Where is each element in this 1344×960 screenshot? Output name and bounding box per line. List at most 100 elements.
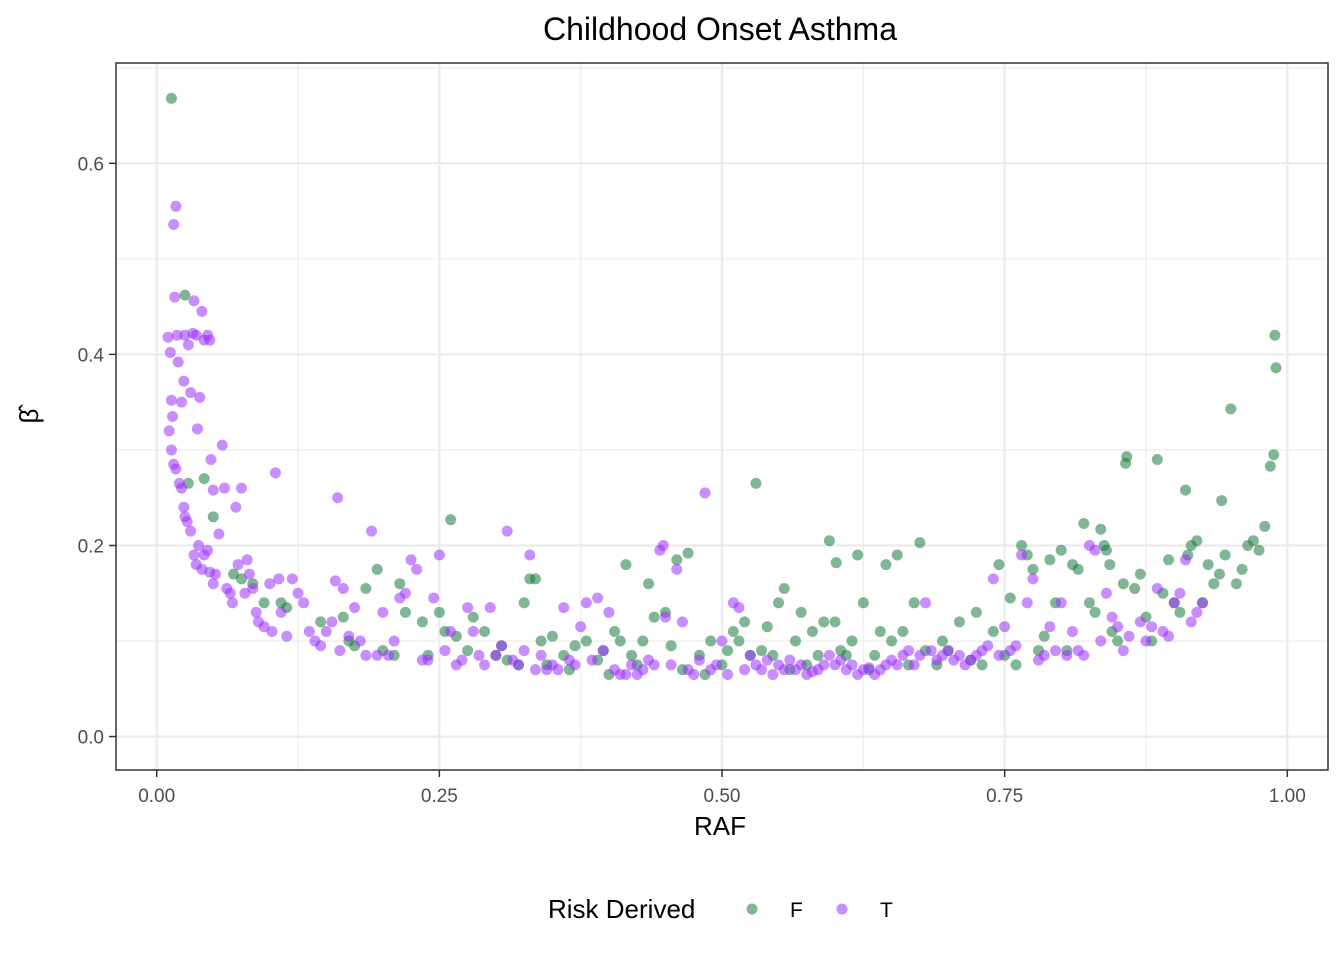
legend-title: Risk Derived (548, 894, 695, 924)
point-f (1078, 518, 1090, 530)
point-t (1038, 649, 1050, 661)
point-f (1264, 460, 1276, 472)
point-t (722, 668, 734, 680)
point-t (1185, 616, 1197, 628)
point-t (204, 334, 216, 346)
point-t (171, 329, 183, 341)
point-f (518, 597, 530, 609)
point-t (518, 645, 530, 657)
point-f (1247, 535, 1259, 547)
point-f (1219, 549, 1231, 561)
point-t (275, 606, 287, 618)
point-t (226, 597, 238, 609)
point-f (1121, 451, 1133, 463)
point-t (835, 654, 847, 666)
point-t (1055, 597, 1067, 609)
point-t (162, 331, 174, 343)
point-t (999, 621, 1011, 633)
point-f (970, 606, 982, 618)
point-f (1055, 544, 1067, 556)
point-f (880, 559, 892, 571)
point-t (326, 616, 338, 628)
x-tick-label: 0.00 (138, 786, 175, 807)
point-f (1134, 568, 1146, 580)
point-f (1089, 606, 1101, 618)
point-t (637, 664, 649, 676)
point-f (371, 563, 383, 575)
point-t (1044, 621, 1056, 633)
point-t (360, 649, 372, 661)
point-t (739, 664, 751, 676)
point-f (795, 606, 807, 618)
point-t (168, 218, 180, 230)
point-f (1230, 578, 1242, 590)
point-t (942, 645, 954, 657)
point-t (659, 611, 671, 623)
point-t (433, 549, 445, 561)
point-t (194, 391, 206, 403)
point-f (626, 649, 638, 661)
point-t (1174, 587, 1186, 599)
point-t (1146, 621, 1158, 633)
point-t (733, 602, 745, 614)
point-f (1208, 578, 1220, 590)
point-t (671, 563, 683, 575)
point-t (529, 664, 541, 676)
point-f (1259, 520, 1271, 532)
point-t (891, 659, 903, 671)
point-t (710, 659, 722, 671)
point-t (243, 568, 255, 580)
point-f (1117, 578, 1129, 590)
point-f (462, 645, 474, 657)
point-t (165, 444, 177, 456)
point-t (213, 528, 225, 540)
x-tick-label: 0.75 (986, 786, 1023, 807)
point-t (388, 635, 400, 647)
point-f (1112, 635, 1124, 647)
point-t (405, 554, 417, 566)
point-t (1050, 645, 1062, 657)
point-t (196, 305, 208, 317)
point-f (648, 611, 660, 623)
point-f (1216, 495, 1228, 507)
point-f (479, 625, 491, 637)
point-f (665, 640, 677, 652)
point-t (818, 659, 830, 671)
point-t (176, 482, 188, 494)
point-t (178, 501, 190, 513)
point-t (337, 582, 349, 594)
point-t (354, 635, 366, 647)
point-t (1106, 611, 1118, 623)
point-t (1066, 625, 1078, 637)
point-t (987, 573, 999, 585)
point-t (207, 578, 219, 590)
point-t (1010, 640, 1022, 652)
point-t (1021, 597, 1033, 609)
point-f (1191, 535, 1203, 547)
point-f (857, 597, 869, 609)
point-f (773, 597, 785, 609)
point-t (439, 645, 451, 657)
point-f (535, 635, 547, 647)
point-t (176, 396, 188, 408)
legend-label-f: F (790, 899, 803, 922)
point-f (806, 625, 818, 637)
point-f (1129, 582, 1141, 594)
point-t (399, 587, 411, 599)
point-t (202, 544, 214, 556)
point-t (343, 630, 355, 642)
data-points (162, 92, 1282, 680)
point-t (205, 453, 217, 465)
point-t (716, 635, 728, 647)
point-f (993, 559, 1005, 571)
point-f (812, 649, 824, 661)
point-f (1202, 559, 1214, 571)
point-f (198, 473, 210, 485)
point-f (886, 635, 898, 647)
point-t (1112, 621, 1124, 633)
point-t (182, 339, 194, 351)
point-t (193, 539, 205, 551)
y-tick-label: 0.4 (78, 345, 105, 366)
point-f (637, 635, 649, 647)
